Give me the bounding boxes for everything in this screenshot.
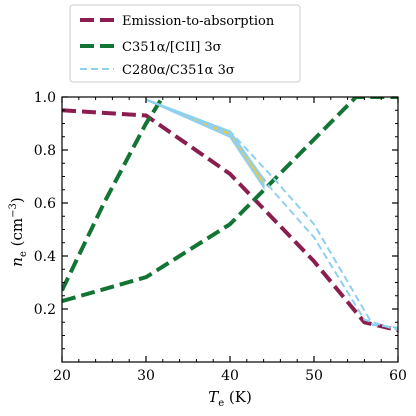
series-line-2 bbox=[62, 97, 165, 292]
legend-label-0: Emission-to-absorption bbox=[122, 14, 275, 29]
series-line-4 bbox=[145, 98, 398, 332]
x-tick-label: 60 bbox=[389, 368, 407, 384]
series-line-3 bbox=[145, 98, 398, 329]
y-tick-label: 0.6 bbox=[34, 196, 56, 212]
ticks-layer: 20 30 40 50 60 0.2 0.4 0.6 0.8 1.0 bbox=[34, 90, 407, 384]
x-tick-label: 20 bbox=[53, 368, 71, 384]
x-axis-label: Te (K) bbox=[208, 388, 252, 409]
legend-frame bbox=[69, 4, 301, 83]
y-tick-label: 0.2 bbox=[34, 302, 56, 318]
y-tick-label: 0.8 bbox=[34, 143, 56, 159]
y-tick-label: 1.0 bbox=[34, 90, 56, 106]
series-line-1 bbox=[62, 97, 398, 304]
series-line-0 bbox=[62, 108, 398, 333]
legend-label-1: C351α/[CII] 3σ bbox=[122, 40, 222, 55]
legend-label-2: C280α/C351α 3σ bbox=[122, 63, 235, 78]
legend: Emission-to-absorption C351α/[CII] 3σ C2… bbox=[69, 4, 301, 83]
x-tick-label: 30 bbox=[137, 368, 155, 384]
series-layer bbox=[62, 97, 398, 333]
x-tick-label: 50 bbox=[305, 368, 323, 384]
x-tick-label: 40 bbox=[221, 368, 239, 384]
y-axis-label: ne (cm−3) bbox=[8, 197, 29, 266]
shaded-region bbox=[145, 98, 265, 191]
y-tick-label: 0.4 bbox=[34, 249, 56, 265]
